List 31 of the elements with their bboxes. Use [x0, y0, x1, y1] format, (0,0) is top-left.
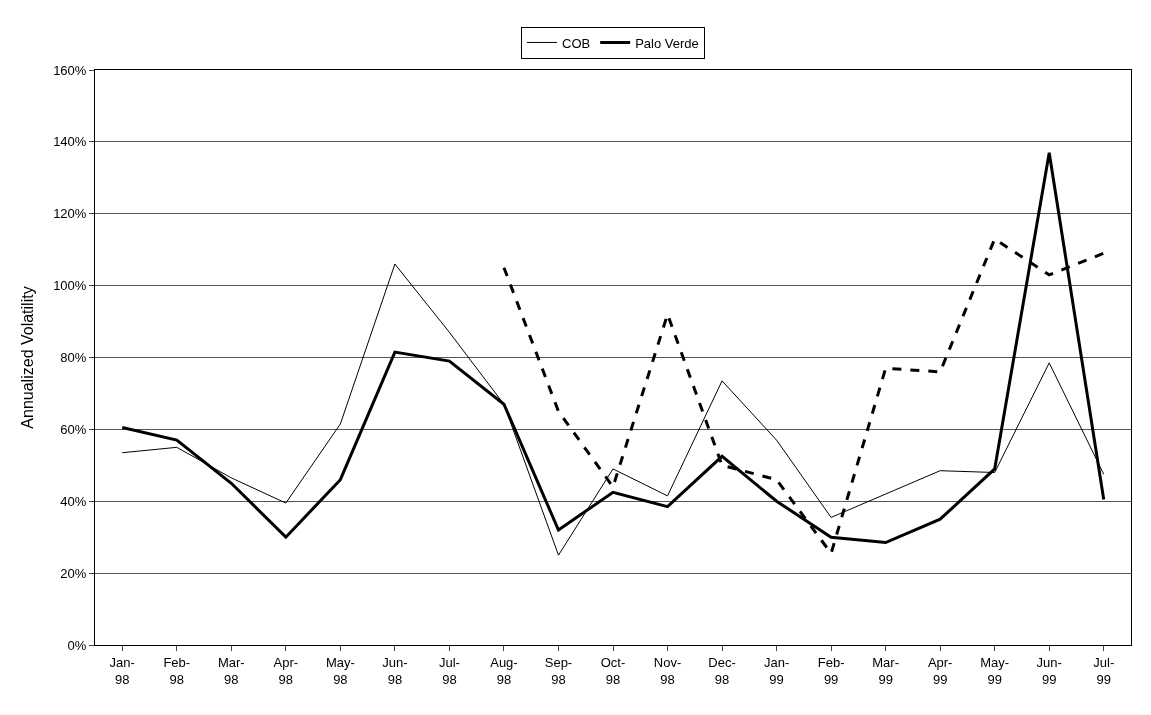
y-tick-label: 80%: [60, 350, 87, 366]
x-tick-label: Oct- 98: [600, 654, 626, 687]
x-tick-label: Sep- 98: [544, 654, 573, 687]
y-tick-label: 0%: [67, 637, 87, 653]
x-tick-label: Jul- 99: [1093, 654, 1115, 687]
legend-label: Palo Verde: [635, 35, 699, 51]
x-tick-label: Apr- 99: [927, 654, 953, 687]
y-tick-label: 40%: [60, 493, 87, 509]
x-tick-label: Jan- 98: [109, 654, 135, 687]
x-tick-label: May- 99: [980, 654, 1010, 687]
x-tick-label: Apr- 98: [273, 654, 299, 687]
y-tick-label: 100%: [53, 278, 87, 294]
legend-label: COB: [562, 35, 591, 51]
y-tick-label: 20%: [60, 565, 87, 581]
x-tick-label: Jun- 99: [1036, 654, 1062, 687]
x-tick-label: Jun- 98: [382, 654, 408, 687]
x-tick-label: May- 98: [325, 654, 355, 687]
x-tick-label: Aug- 98: [490, 654, 518, 687]
x-tick-label: Nov- 98: [653, 654, 682, 687]
y-tick-label: 60%: [60, 421, 87, 437]
y-tick-label: 160%: [53, 62, 87, 78]
x-tick-label: Feb- 98: [163, 654, 191, 687]
x-tick-label: Jul- 98: [438, 654, 460, 687]
x-tick-label: Feb- 99: [817, 654, 845, 687]
y-tick-label: 140%: [53, 134, 87, 150]
x-tick-label: Mar- 99: [872, 654, 899, 687]
x-tick-label: Jan- 99: [763, 654, 790, 687]
y-tick-label: 120%: [53, 206, 87, 222]
x-tick-label: Mar- 98: [217, 654, 245, 687]
y-axis-title: Annualized Volatility: [19, 286, 37, 429]
x-tick-label: Dec- 98: [708, 654, 736, 687]
